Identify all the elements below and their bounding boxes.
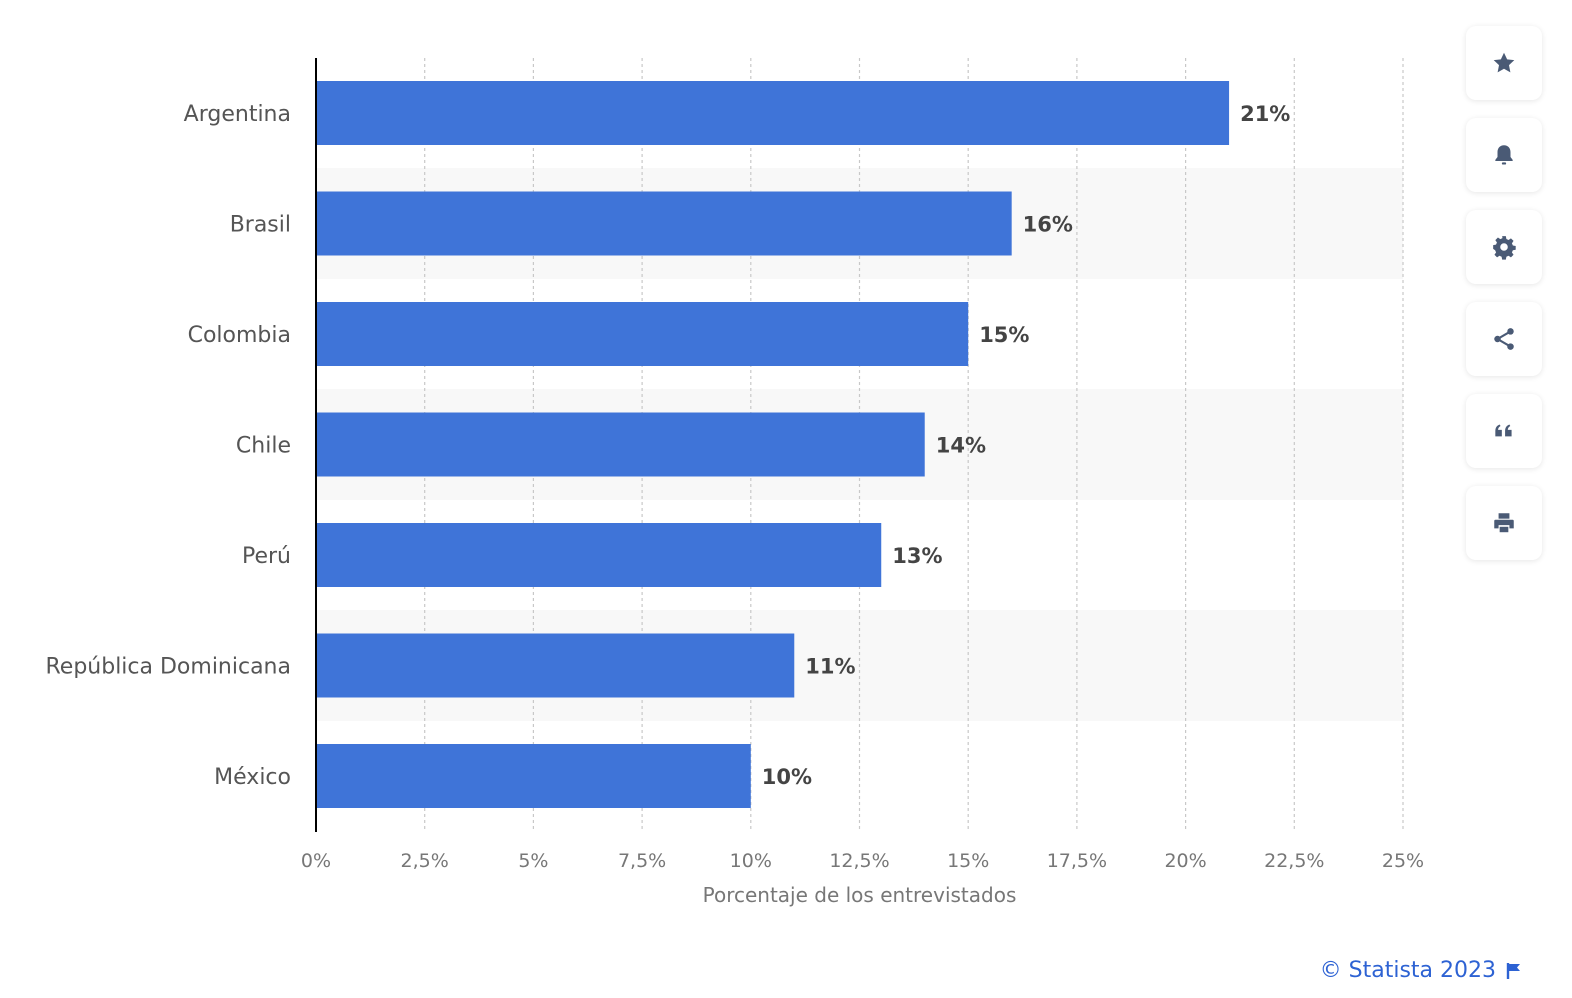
share-icon (1494, 328, 1514, 350)
bar-brasil (316, 191, 1012, 256)
value-label: 16% (1023, 213, 1073, 237)
bar-chile (316, 412, 925, 477)
flag-icon[interactable] (1506, 962, 1522, 980)
bar-méxico (316, 744, 751, 808)
notification-button[interactable] (1466, 118, 1542, 192)
favorite-button[interactable] (1466, 26, 1542, 100)
footer: © Statista 2023 (1320, 958, 1522, 983)
value-label: 13% (892, 544, 942, 568)
bell-icon (1495, 145, 1513, 165)
category-label: México (214, 765, 291, 790)
statista-copyright-link[interactable]: © Statista 2023 (1319, 958, 1496, 983)
x-tick-label: 10% (730, 850, 772, 872)
x-tick-label: 25% (1382, 850, 1424, 872)
value-label: 10% (762, 765, 812, 789)
value-label: 21% (1240, 102, 1290, 126)
chart-toolbar (1466, 26, 1542, 578)
x-axis-title: Porcentaje de los entrevistados (703, 883, 1017, 907)
category-label: Chile (236, 434, 291, 459)
category-label: República Dominicana (45, 655, 291, 680)
x-tick-label: 17,5% (1047, 850, 1107, 872)
quote-icon (1495, 424, 1512, 437)
x-tick-label: 7,5% (618, 850, 666, 872)
x-tick-label: 5% (518, 850, 548, 872)
print-button[interactable] (1466, 486, 1542, 560)
category-label: Colombia (188, 323, 291, 348)
x-tick-label: 15% (947, 850, 989, 872)
category-label: Perú (242, 544, 291, 569)
x-tick-label: 0% (301, 850, 331, 872)
bar-república-dominicana (316, 633, 795, 698)
x-tick-label: 20% (1164, 850, 1206, 872)
settings-button[interactable] (1466, 210, 1542, 284)
value-label: 11% (805, 655, 855, 679)
bar-perú (316, 523, 882, 587)
category-label: Brasil (230, 213, 291, 238)
star-icon (1493, 52, 1515, 73)
bar-colombia (316, 302, 969, 366)
x-tick-label: 22,5% (1264, 850, 1324, 872)
cite-button[interactable] (1466, 394, 1542, 468)
value-label: 14% (936, 434, 986, 458)
x-tick-label: 12,5% (829, 850, 889, 872)
bar-argentina (316, 81, 1230, 145)
bar-chart: Argentina 21% Brasil 16% Colombia 15% Chile 14%… (45, 58, 1424, 907)
print-icon (1494, 513, 1514, 533)
x-tick-label: 2,5% (401, 850, 449, 872)
gear-icon (1493, 236, 1516, 260)
category-label: Argentina (184, 102, 291, 127)
share-button[interactable] (1466, 302, 1542, 376)
value-label: 15% (979, 323, 1029, 347)
